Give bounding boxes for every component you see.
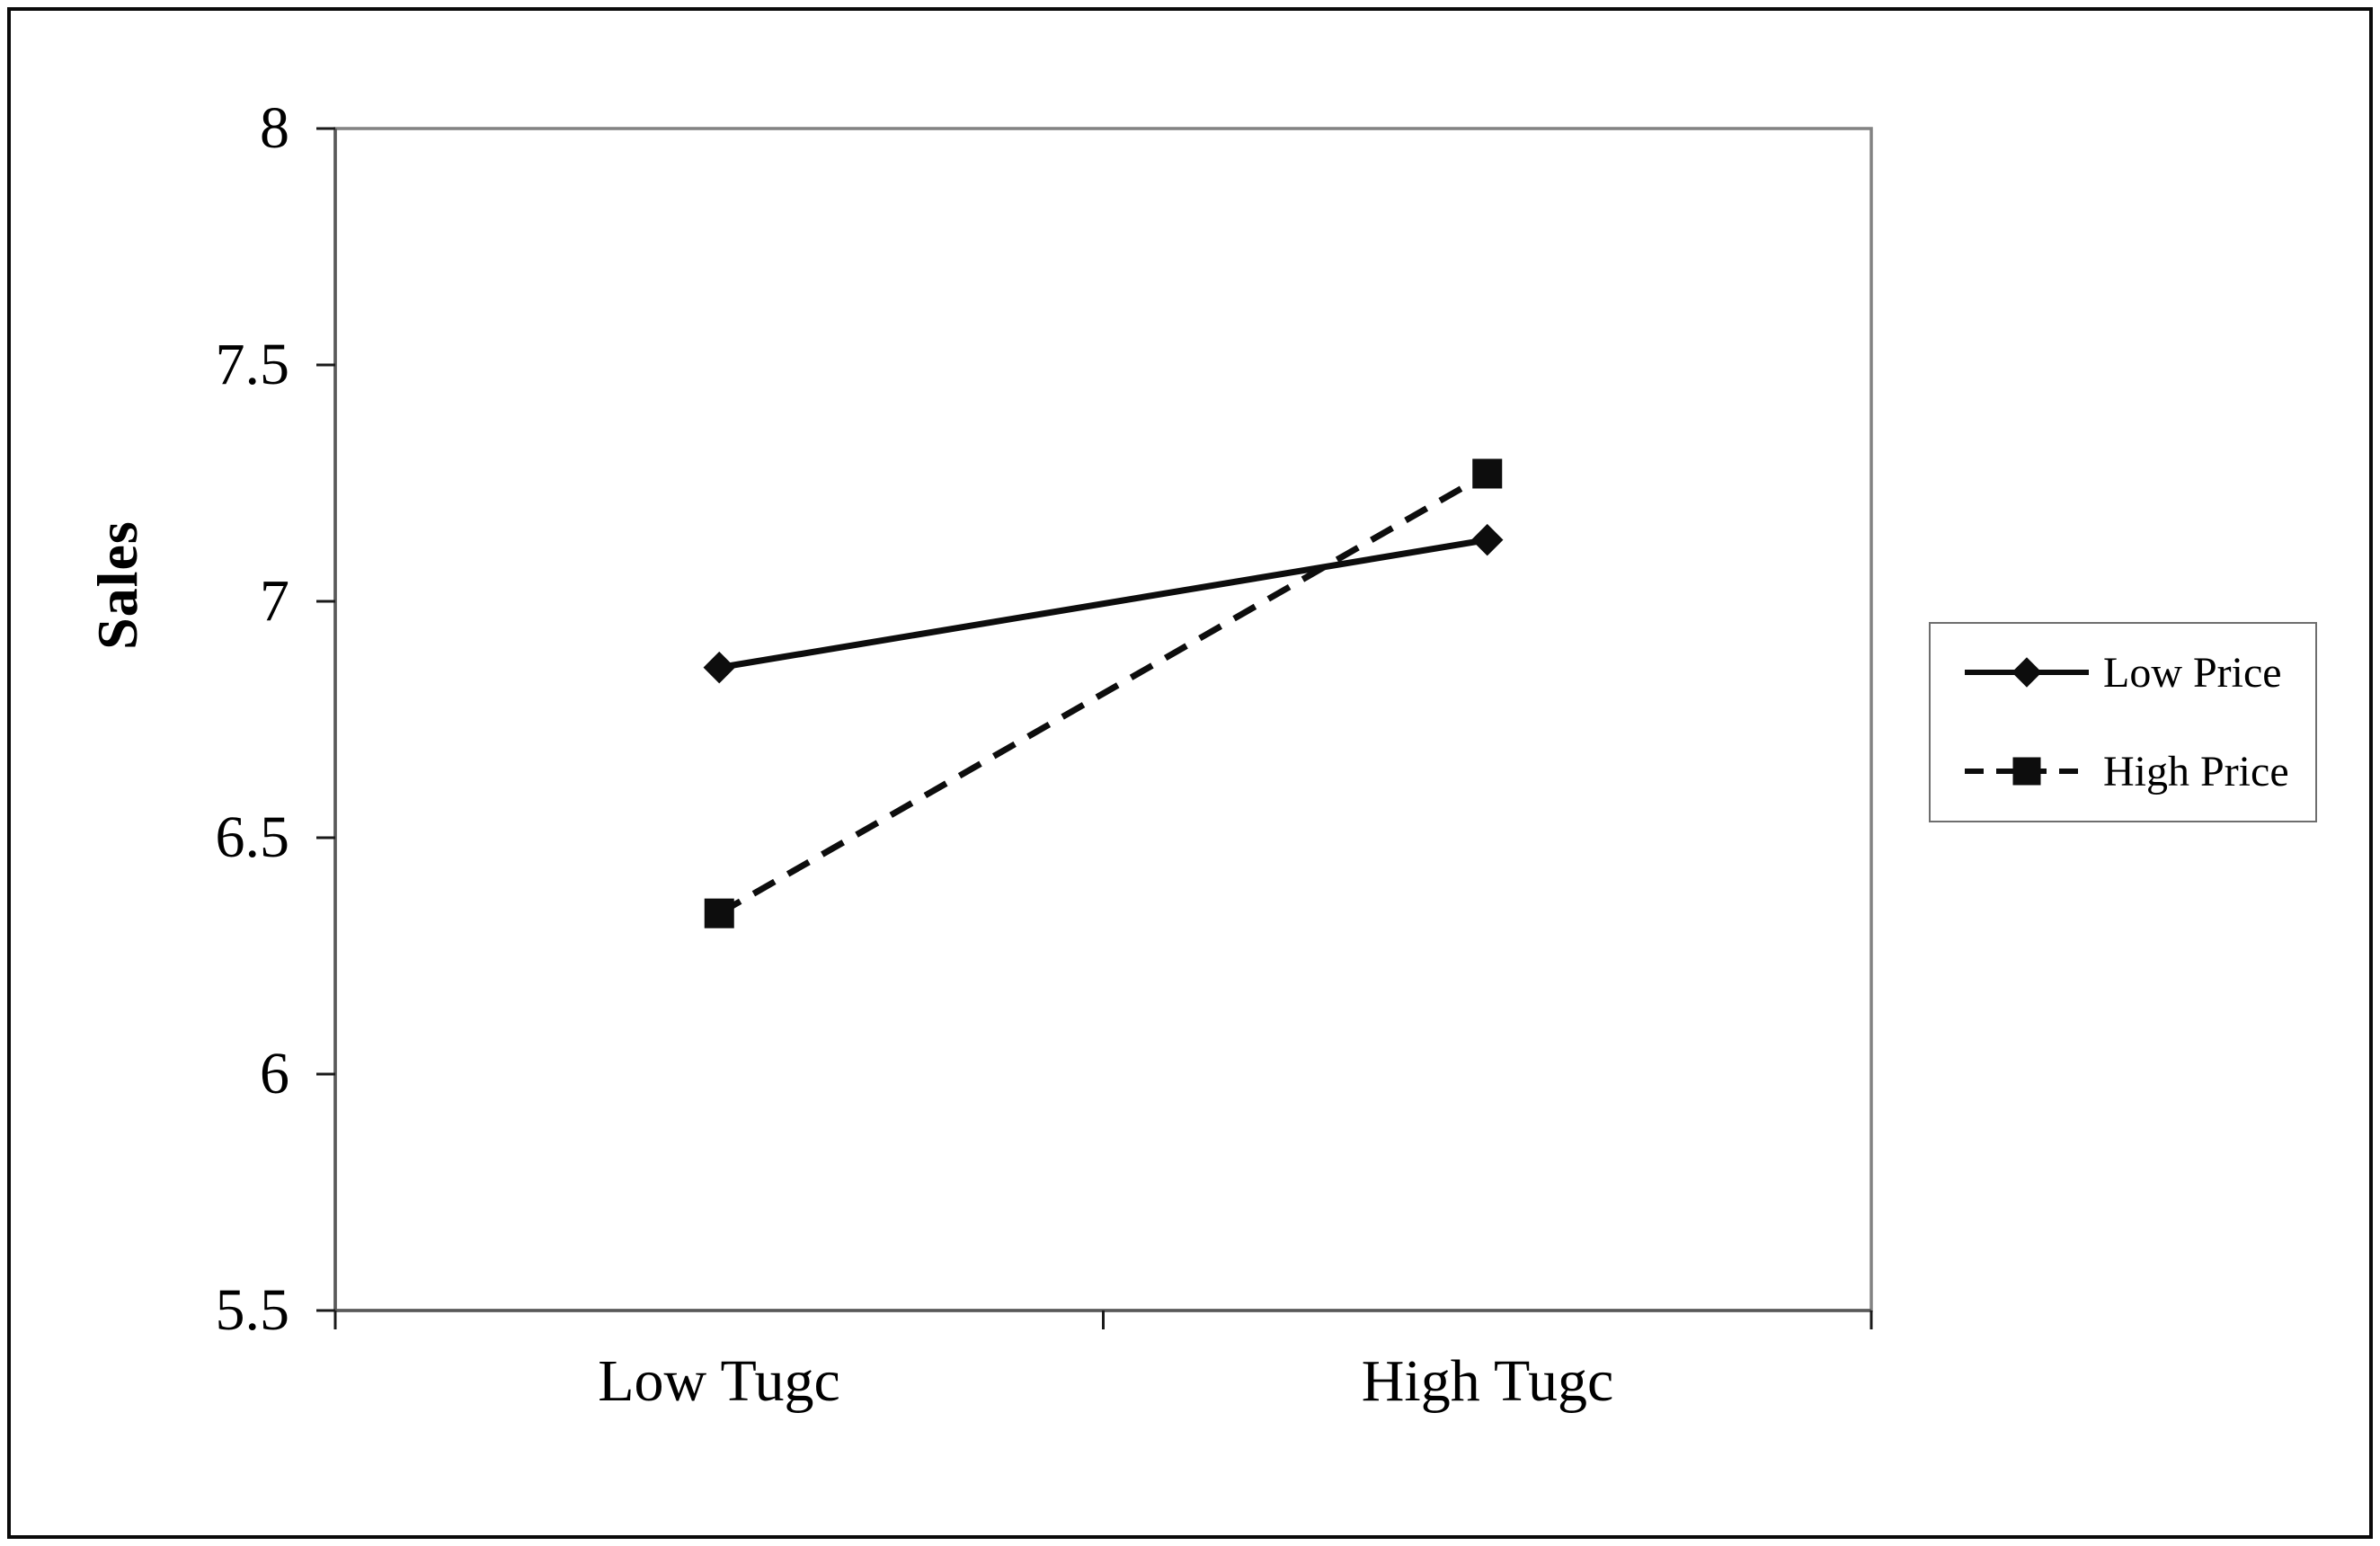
solid-series-line (718, 537, 1488, 671)
legend: Low Price High Price (1929, 622, 2317, 822)
diamond-marker (1471, 523, 1504, 556)
square-marker (704, 898, 734, 928)
y-tick-label: 6.5 (215, 804, 290, 870)
x-tick-label-low-tugc: Low Tugc (598, 1348, 840, 1414)
diamond-marker (2011, 657, 2042, 688)
legend-item-low-price: Low Price (1963, 640, 2282, 705)
legend-label-high-price: High Price (2103, 747, 2289, 795)
plot-box-border (333, 127, 1873, 1312)
y-tick-label: 8 (260, 95, 289, 161)
square-marker (1472, 458, 1503, 489)
legend-item-high-price: High Price (1963, 739, 2289, 804)
square-marker (2012, 757, 2041, 786)
y-tick-label: 6 (260, 1041, 289, 1106)
legend-solid-line-diamond-sample (1965, 657, 2089, 688)
x-tick-label-high-tugc: High Tugc (1361, 1348, 1614, 1414)
y-axis-tick-labels: 8 7.5 7 6.5 6 5.5 (0, 0, 290, 1546)
legend-label-low-price: Low Price (2103, 648, 2282, 697)
y-tick-label: 7.5 (215, 332, 290, 397)
y-tick-label: 7 (260, 568, 289, 634)
y-tick-label: 5.5 (215, 1277, 290, 1343)
legend-dashed-line-square-sample (1965, 757, 2089, 786)
diamond-marker (703, 651, 735, 684)
dashed-series-line (717, 470, 1489, 917)
